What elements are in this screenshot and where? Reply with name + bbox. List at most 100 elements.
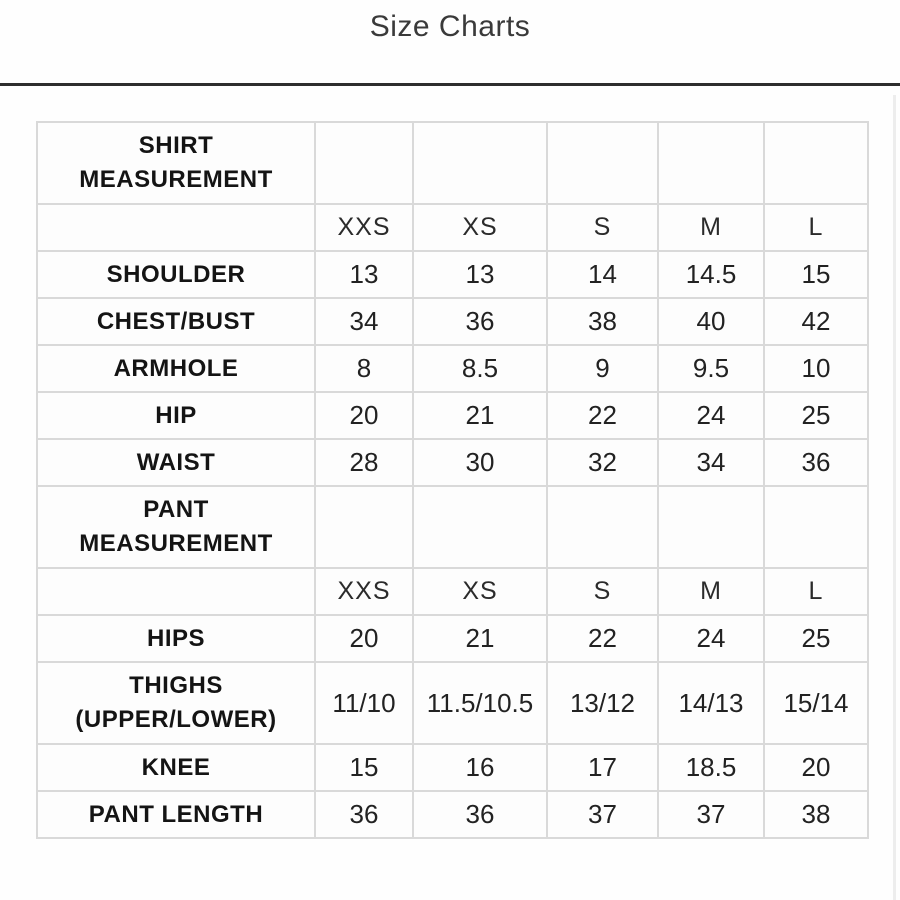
- value-cell: 25: [763, 391, 869, 440]
- size-header-cell: XS: [412, 203, 548, 252]
- table-row: PANT LENGTH 36 36 37 37 38: [36, 790, 869, 839]
- title-bar: Size Charts: [0, 0, 900, 45]
- empty-cell: [412, 485, 548, 569]
- section-title-cell: PANT MEASUREMENT: [36, 485, 316, 569]
- empty-cell: [763, 485, 869, 569]
- value-cell: 38: [763, 790, 869, 839]
- row-label: SHOULDER: [36, 250, 316, 299]
- value-cell: 14.5: [657, 250, 765, 299]
- size-header-cell: M: [657, 203, 765, 252]
- value-cell: 10: [763, 344, 869, 393]
- value-cell: 15: [314, 743, 414, 792]
- value-cell: 11/10: [314, 661, 414, 745]
- table-row: SHOULDER 13 13 14 14.5 15: [36, 250, 869, 299]
- shirt-section-title: SHIRT MEASUREMENT: [79, 132, 273, 193]
- section-title-cell: SHIRT MEASUREMENT: [36, 121, 316, 205]
- size-chart-table: SHIRT MEASUREMENT XXS XS S M L SHOULDER …: [36, 121, 869, 839]
- row-label: ARMHOLE: [36, 344, 316, 393]
- value-cell: 25: [763, 614, 869, 663]
- value-cell: 32: [546, 438, 659, 487]
- pant-section-title: PANT MEASUREMENT: [79, 496, 273, 557]
- empty-cell: [763, 121, 869, 205]
- table-row: THIGHS (UPPER/LOWER) 11/10 11.5/10.5 13/…: [36, 661, 869, 745]
- empty-cell: [412, 121, 548, 205]
- thighs-label: THIGHS (UPPER/LOWER): [75, 672, 277, 733]
- value-cell: 20: [314, 391, 414, 440]
- table-row: PANT MEASUREMENT: [36, 485, 869, 569]
- table-row: CHEST/BUST 34 36 38 40 42: [36, 297, 869, 346]
- value-cell: 16: [412, 743, 548, 792]
- empty-cell: [546, 121, 659, 205]
- value-cell: 13/12: [546, 661, 659, 745]
- size-header-cell: L: [763, 567, 869, 616]
- value-cell: 34: [314, 297, 414, 346]
- value-cell: 13: [314, 250, 414, 299]
- value-cell: 15/14: [763, 661, 869, 745]
- table-row: WAIST 28 30 32 34 36: [36, 438, 869, 487]
- value-cell: 14: [546, 250, 659, 299]
- value-cell: 20: [763, 743, 869, 792]
- empty-cell: [657, 121, 765, 205]
- size-header-cell: XXS: [314, 203, 414, 252]
- table-row: HIP 20 21 22 24 25: [36, 391, 869, 440]
- page-title: Size Charts: [369, 10, 531, 43]
- size-header-cell: S: [546, 203, 659, 252]
- value-cell: 38: [546, 297, 659, 346]
- size-header-cell: L: [763, 203, 869, 252]
- value-cell: 34: [657, 438, 765, 487]
- value-cell: 30: [412, 438, 548, 487]
- value-cell: 13: [412, 250, 548, 299]
- row-label: WAIST: [36, 438, 316, 487]
- value-cell: 24: [657, 614, 765, 663]
- row-label: THIGHS (UPPER/LOWER): [36, 661, 316, 745]
- table-row: KNEE 15 16 17 18.5 20: [36, 743, 869, 792]
- value-cell: 36: [412, 790, 548, 839]
- value-cell: 37: [546, 790, 659, 839]
- value-cell: 15: [763, 250, 869, 299]
- table-row: SHIRT MEASUREMENT: [36, 121, 869, 205]
- value-cell: 8: [314, 344, 414, 393]
- value-cell: 11.5/10.5: [412, 661, 548, 745]
- size-header-row: XXS XS S M L: [36, 567, 869, 616]
- empty-cell: [546, 485, 659, 569]
- empty-cell: [314, 485, 414, 569]
- value-cell: 24: [657, 391, 765, 440]
- value-cell: 28: [314, 438, 414, 487]
- empty-cell: [314, 121, 414, 205]
- value-cell: 22: [546, 391, 659, 440]
- value-cell: 14/13: [657, 661, 765, 745]
- value-cell: 36: [314, 790, 414, 839]
- value-cell: 22: [546, 614, 659, 663]
- row-label: HIP: [36, 391, 316, 440]
- row-label: CHEST/BUST: [36, 297, 316, 346]
- value-cell: 40: [657, 297, 765, 346]
- row-label: HIPS: [36, 614, 316, 663]
- value-cell: 37: [657, 790, 765, 839]
- empty-cell: [36, 567, 316, 616]
- value-cell: 17: [546, 743, 659, 792]
- size-header-cell: S: [546, 567, 659, 616]
- value-cell: 18.5: [657, 743, 765, 792]
- value-cell: 20: [314, 614, 414, 663]
- size-header-cell: M: [657, 567, 765, 616]
- value-cell: 36: [412, 297, 548, 346]
- empty-cell: [36, 203, 316, 252]
- table-row: HIPS 20 21 22 24 25: [36, 614, 869, 663]
- row-label: KNEE: [36, 743, 316, 792]
- value-cell: 9.5: [657, 344, 765, 393]
- row-label: PANT LENGTH: [36, 790, 316, 839]
- size-header-row: XXS XS S M L: [36, 203, 869, 252]
- table-row: ARMHOLE 8 8.5 9 9.5 10: [36, 344, 869, 393]
- size-header-cell: XS: [412, 567, 548, 616]
- empty-cell: [657, 485, 765, 569]
- value-cell: 9: [546, 344, 659, 393]
- value-cell: 21: [412, 391, 548, 440]
- value-cell: 8.5: [412, 344, 548, 393]
- title-divider: [0, 83, 900, 86]
- value-cell: 42: [763, 297, 869, 346]
- value-cell: 21: [412, 614, 548, 663]
- size-header-cell: XXS: [314, 567, 414, 616]
- value-cell: 36: [763, 438, 869, 487]
- scrollbar-track[interactable]: [893, 95, 896, 900]
